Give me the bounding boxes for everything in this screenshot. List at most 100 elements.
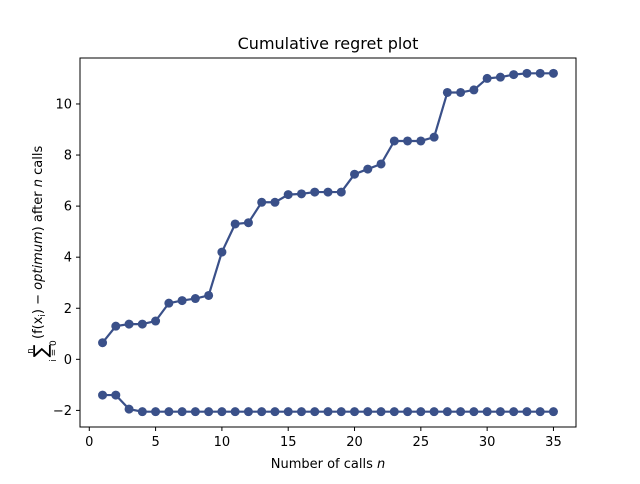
series-1-point (98, 338, 108, 348)
series-1-point (350, 169, 360, 179)
series-2-point (389, 407, 399, 417)
y-label-sum-lower: i = 0 (49, 340, 59, 362)
y-label-sum-upper: n (26, 348, 36, 354)
series-2-point (403, 407, 413, 417)
series-2-point (535, 407, 545, 417)
y-axis-ticks: −2 0 2 4 6 8 10 (53, 97, 80, 419)
series-2-point (230, 407, 240, 417)
y-label-expr-mid: ) − (31, 290, 46, 314)
series-2-point (151, 407, 161, 417)
series-2-point (243, 407, 253, 417)
series-1-point (403, 136, 413, 146)
x-axis-ticks: 0 5 10 15 20 25 30 35 (85, 427, 562, 450)
series-1-point (535, 68, 545, 78)
x-tick-label: 10 (214, 435, 231, 450)
y-label-expr-var: n (31, 179, 46, 187)
series-1-point (442, 87, 452, 97)
series-1-point (283, 190, 293, 200)
series-1-point (323, 187, 333, 197)
series-2-point (548, 407, 558, 417)
series-1-point (495, 72, 505, 82)
series-2-point (190, 407, 200, 417)
x-tick-label: 25 (413, 435, 430, 450)
series-2-point (98, 390, 108, 400)
series-1-point (177, 296, 187, 306)
y-label-expr-italic: optimum (31, 231, 46, 289)
y-tick-label: 6 (64, 200, 72, 215)
series-1-point (257, 197, 267, 207)
series-2-point (164, 407, 174, 417)
series-2-point (270, 407, 280, 417)
x-tick-label: 20 (346, 435, 363, 450)
series-2 (98, 390, 558, 417)
y-label-expr-prefix: (f(x (31, 316, 46, 339)
series-1-point (124, 319, 134, 329)
y-tick-label: 2 (64, 302, 72, 317)
series-1-point (336, 187, 346, 197)
x-axis-label-text: Number of calls (271, 457, 377, 472)
series-1-point (243, 218, 253, 228)
series-1-point (204, 290, 214, 300)
series-1-point (416, 136, 426, 146)
series-1-point (296, 189, 306, 199)
plot-frame (79, 57, 577, 428)
series-2-point (522, 407, 532, 417)
series-2-point (137, 407, 147, 417)
series-2-point (257, 407, 267, 417)
y-tick-label: −2 (53, 404, 72, 419)
x-tick-label: 35 (545, 435, 562, 450)
x-tick-label: 15 (280, 435, 297, 450)
chart-title: Cumulative regret plot (238, 34, 419, 53)
series-2-point (111, 390, 121, 400)
series-2-point (456, 407, 466, 417)
series-2-point (376, 407, 386, 417)
series-2-point (469, 407, 479, 417)
series-2-point (323, 407, 333, 417)
series-2-point (442, 407, 452, 417)
series-1-point (151, 316, 161, 326)
series-1-point (456, 87, 466, 97)
series-2-point (350, 407, 360, 417)
series-2-point (283, 407, 293, 417)
series-1-point (469, 85, 479, 95)
series-2-point (217, 407, 227, 417)
series-2-point (124, 404, 134, 414)
series-1-point (230, 219, 240, 229)
series-2-point (204, 407, 214, 417)
series-2-point (336, 407, 346, 417)
y-tick-label: 0 (64, 353, 72, 368)
series-1-point (482, 73, 492, 83)
series-2-point (310, 407, 320, 417)
series-1-point (548, 68, 558, 78)
series-2-point (482, 407, 492, 417)
series-2-point (429, 407, 439, 417)
series-2-point (416, 407, 426, 417)
series-1-point (429, 132, 439, 142)
y-label-expr-suffix: ) after (31, 187, 46, 231)
series-1-point (389, 136, 399, 146)
series-1-point (270, 197, 280, 207)
series-1 (98, 68, 558, 348)
series-1-point (137, 319, 147, 329)
y-axis-label: n ∑ i = 0 (f(xi) − optimum) after n call… (26, 146, 59, 362)
y-label-expression: (f(xi) − optimum) after n calls (31, 146, 48, 339)
x-axis-label-variable: n (377, 457, 385, 472)
series-1-point (217, 247, 227, 257)
series-2-point (509, 407, 519, 417)
series-1-point (111, 321, 121, 331)
y-tick-label: 4 (64, 251, 72, 266)
y-label-expr-subscript: i (38, 314, 48, 317)
x-tick-label: 5 (151, 435, 159, 450)
series-1-point (190, 294, 200, 304)
y-label-sum-symbol: ∑ (30, 344, 52, 357)
x-axis-label: Number of calls n (271, 457, 386, 472)
x-tick-label: 30 (479, 435, 496, 450)
series-1-point (509, 70, 519, 80)
series-1-point (164, 298, 174, 308)
series-1-point (310, 187, 320, 197)
series-2-point (177, 407, 187, 417)
series-2-point (363, 407, 373, 417)
